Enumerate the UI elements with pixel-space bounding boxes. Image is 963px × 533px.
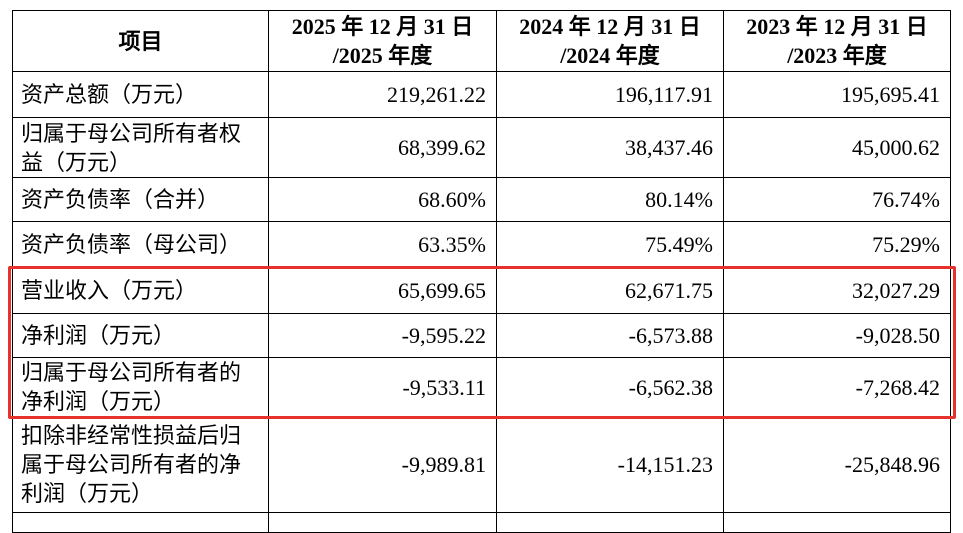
value-cell: 45,000.62	[723, 117, 951, 178]
value-cell: 75.29%	[723, 221, 951, 268]
value-cell: 68.60%	[268, 177, 497, 222]
value-cell: -7,268.42	[723, 357, 951, 417]
row-label: 营业收入（万元）	[12, 267, 269, 314]
table-row: 营业收入（万元） 65,699.65 62,671.75 32,027.29	[12, 267, 951, 314]
header-cell: 项目	[12, 10, 269, 72]
header-cell: 2023 年 12 月 31 日/2023 年度	[723, 10, 951, 72]
value-cell: -9,028.50	[723, 313, 951, 358]
row-label: 归属于母公司所有者权益（万元）	[12, 117, 269, 178]
header-line: /2025 年度	[332, 43, 433, 68]
row-label: 资产负债率（合并）	[12, 177, 269, 222]
value-cell: 62,671.75	[496, 267, 724, 314]
table-row: 资产负债率（母公司） 63.35% 75.49% 75.29%	[12, 221, 951, 268]
financial-table: 项目 2025 年 12 月 31 日/2025 年度 2024 年 12 月 …	[12, 10, 951, 533]
header-cell: 2024 年 12 月 31 日/2024 年度	[496, 10, 724, 72]
value-cell: 32,027.29	[723, 267, 951, 314]
header-cell: 2025 年 12 月 31 日/2025 年度	[268, 10, 497, 72]
header-line: 2025 年 12 月 31 日	[291, 14, 474, 39]
value-cell: 76.74%	[723, 177, 951, 222]
row-label: 资产负债率（母公司）	[12, 221, 269, 268]
value-cell: -6,562.38	[496, 357, 724, 417]
value-cell: 75.49%	[496, 221, 724, 268]
row-label: 扣除非经常性损益后归属于母公司所有者的净利润（万元）	[12, 416, 269, 513]
value-cell: -9,595.22	[268, 313, 497, 358]
row-label: 归属于母公司所有者的净利润（万元）	[12, 357, 269, 417]
value-cell: -25,848.96	[723, 416, 951, 513]
value-cell: 195,695.41	[723, 71, 951, 118]
header-line: /2024 年度	[560, 43, 660, 68]
value-cell: -9,989.81	[268, 416, 497, 513]
value-cell: 196,117.91	[496, 71, 724, 118]
value-cell: 219,261.22	[268, 71, 497, 118]
row-label: 资产总额（万元）	[12, 71, 269, 118]
value-cell: 38,437.46	[496, 117, 724, 178]
row-label: 净利润（万元）	[12, 313, 269, 358]
header-line: 2024 年 12 月 31 日	[519, 14, 701, 39]
value-cell: 65,699.65	[268, 267, 497, 314]
table-row: 资产负债率（合并） 68.60% 80.14% 76.74%	[12, 177, 951, 222]
header-line: 2023 年 12 月 31 日	[746, 14, 928, 39]
table-row: 资产总额（万元） 219,261.22 196,117.91 195,695.41	[12, 71, 951, 118]
table-row	[12, 512, 951, 533]
value-cell: -9,533.11	[268, 357, 497, 417]
value-cell: 63.35%	[268, 221, 497, 268]
table-row: 归属于母公司所有者权益（万元） 68,399.62 38,437.46 45,000.…	[12, 117, 951, 178]
value-cell: -6,573.88	[496, 313, 724, 358]
empty-cell	[496, 512, 724, 533]
header-line: /2023 年度	[787, 43, 887, 68]
value-cell: 68,399.62	[268, 117, 497, 178]
header-row: 项目 2025 年 12 月 31 日/2025 年度 2024 年 12 月 …	[12, 10, 951, 72]
empty-cell	[12, 512, 269, 533]
empty-cell	[723, 512, 951, 533]
page: 项目 2025 年 12 月 31 日/2025 年度 2024 年 12 月 …	[8, 10, 956, 533]
empty-cell	[268, 512, 497, 533]
table-row: 归属于母公司所有者的净利润（万元） -9,533.11 -6,562.38 -7,26…	[12, 357, 951, 417]
value-cell: 80.14%	[496, 177, 724, 222]
table-row: 净利润（万元） -9,595.22 -6,573.88 -9,028.50	[12, 313, 951, 358]
value-cell: -14,151.23	[496, 416, 724, 513]
table-row: 扣除非经常性损益后归属于母公司所有者的净利润（万元） -9,989.81 -14,1…	[12, 416, 951, 513]
